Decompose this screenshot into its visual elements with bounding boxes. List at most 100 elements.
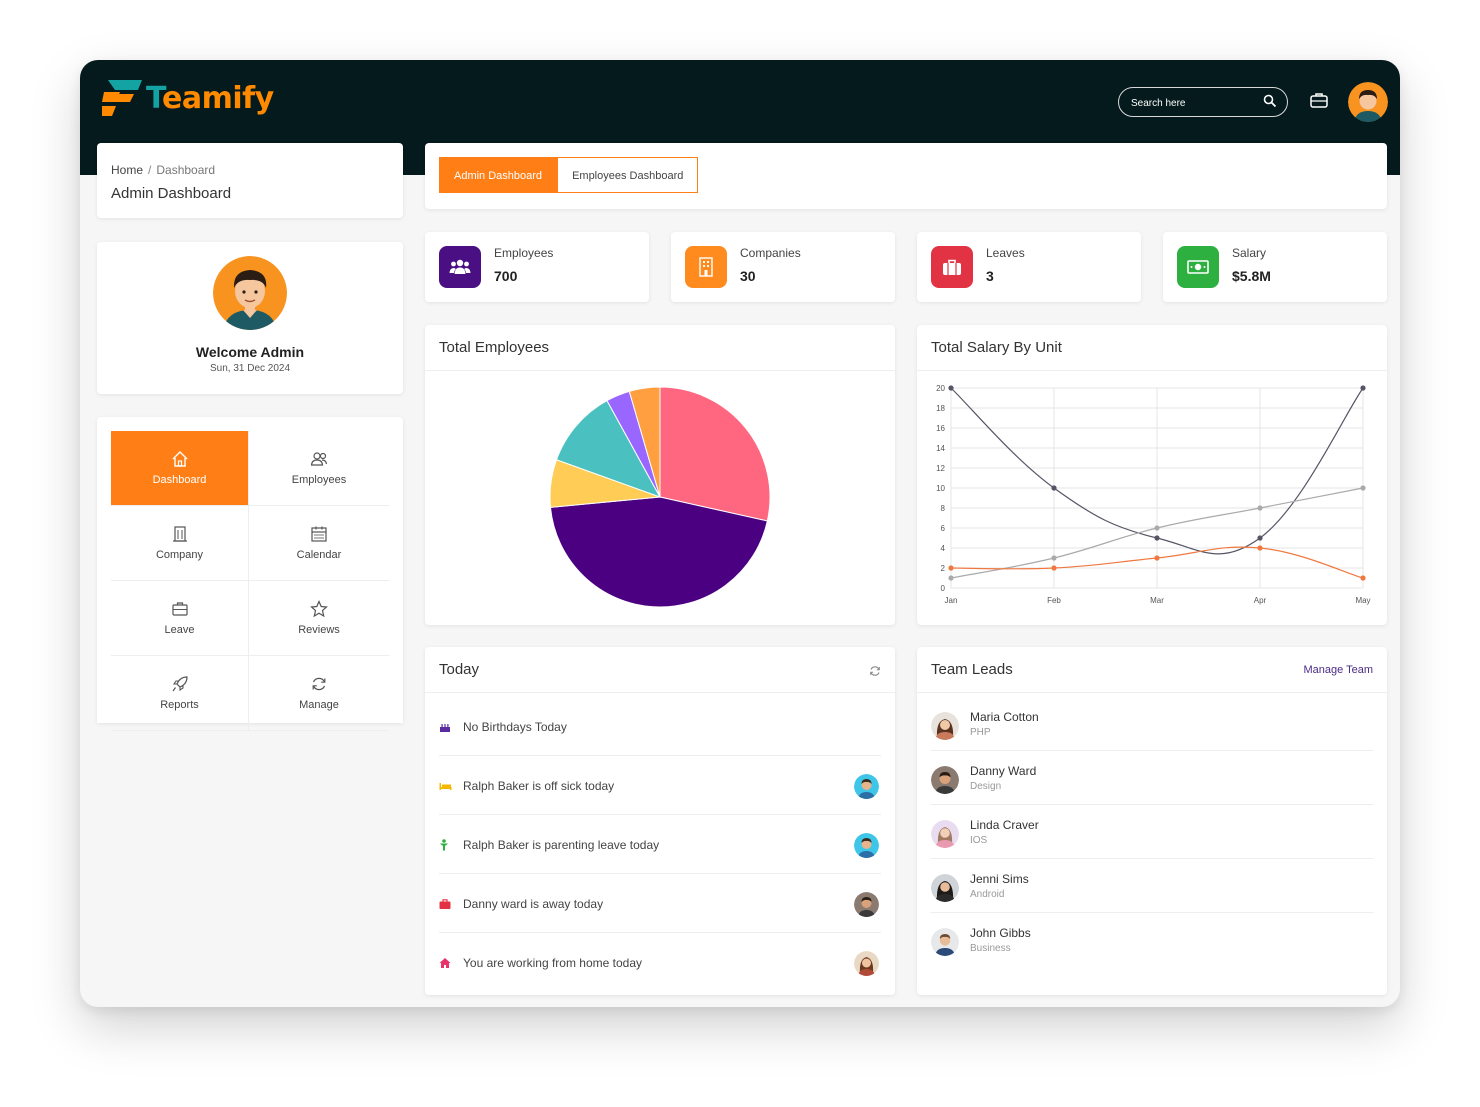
x-tick-label: Apr — [1254, 596, 1267, 605]
search-icon[interactable] — [1263, 94, 1277, 113]
profile-card: Welcome Admin Sun, 31 Dec 2024 — [97, 242, 403, 394]
data-point[interactable] — [1257, 505, 1263, 511]
today-item: You are working from home today — [439, 934, 881, 992]
nav-label: Company — [155, 549, 204, 561]
user-avatar[interactable] — [1348, 82, 1388, 122]
nav-company[interactable]: Company — [111, 506, 249, 581]
avatar — [931, 712, 959, 740]
data-point[interactable] — [1154, 555, 1160, 561]
team-lead-row[interactable]: Danny Ward Design — [931, 751, 1373, 805]
data-point[interactable] — [948, 575, 954, 581]
x-tick-label: Feb — [1047, 596, 1061, 605]
pie-slice-1[interactable] — [549, 496, 768, 608]
y-tick-label: 10 — [936, 484, 945, 493]
total-employees-card: Total Employees — [425, 325, 895, 625]
manage-team-link[interactable]: Manage Team — [1303, 664, 1373, 676]
breadcrumb-card: Home / Dashboard Admin Dashboard — [97, 143, 403, 218]
panel-title: Today — [439, 661, 480, 678]
y-tick-label: 16 — [936, 424, 945, 433]
pie-slice-5[interactable] — [628, 386, 661, 498]
nav-employees[interactable]: Employees — [249, 431, 389, 506]
nav-leave[interactable]: Leave — [111, 581, 249, 656]
nav-grid: Dashboard Employees Company Calendar Lea… — [111, 431, 389, 731]
data-point[interactable] — [1051, 555, 1057, 561]
search-box — [1118, 87, 1288, 117]
today-text: You are working from home today — [463, 956, 642, 970]
stat-card-companies[interactable]: Companies 30 — [671, 232, 895, 302]
refresh-icon[interactable] — [869, 664, 881, 682]
nav-label: Leave — [164, 624, 195, 636]
data-point[interactable] — [1051, 565, 1057, 571]
dashboard-tabs: Admin Dashboard Employees Dashboard — [439, 157, 699, 193]
y-tick-label: 2 — [941, 564, 946, 573]
nav-label: Dashboard — [152, 474, 207, 486]
data-point[interactable] — [948, 385, 954, 391]
team-lead-row[interactable]: Linda Craver IOS — [931, 805, 1373, 859]
data-point[interactable] — [1051, 485, 1057, 491]
x-tick-label: May — [1355, 596, 1370, 605]
avatar[interactable] — [854, 892, 879, 917]
data-point[interactable] — [1360, 385, 1366, 391]
breadcrumb: Home / Dashboard — [111, 163, 215, 177]
refresh-icon — [310, 675, 328, 693]
y-tick-label: 8 — [941, 504, 946, 513]
nav-dashboard[interactable]: Dashboard — [111, 431, 249, 506]
y-tick-label: 18 — [936, 404, 945, 413]
briefcase-icon — [931, 246, 973, 288]
rocket-icon — [171, 675, 189, 693]
lead-role: Business — [970, 943, 1011, 954]
stat-value: 700 — [494, 268, 518, 284]
team-lead-row[interactable]: John Gibbs Business — [931, 913, 1373, 967]
tab-employees-dashboard[interactable]: Employees Dashboard — [557, 157, 699, 193]
avatar — [931, 874, 959, 902]
stat-card-leaves[interactable]: Leaves 3 — [917, 232, 1141, 302]
data-point[interactable] — [1257, 545, 1263, 551]
logo-mark-icon — [102, 80, 142, 116]
today-item: No Birthdays Today — [439, 698, 881, 756]
briefcase-icon[interactable] — [1309, 91, 1329, 114]
lead-role: Design — [970, 781, 1002, 792]
today-item: Danny ward is away today — [439, 875, 881, 933]
x-tick-label: Jan — [945, 596, 958, 605]
data-point[interactable] — [948, 565, 954, 571]
data-point[interactable] — [1257, 535, 1263, 541]
data-point[interactable] — [1154, 535, 1160, 541]
logo[interactable]: Teamify — [102, 78, 274, 118]
stat-card-employees[interactable]: Employees 700 — [425, 232, 649, 302]
lead-role: PHP — [970, 727, 991, 738]
divider — [425, 692, 895, 693]
team-lead-row[interactable]: Maria Cotton PHP — [931, 697, 1373, 751]
nav-manage[interactable]: Manage — [249, 656, 389, 731]
data-point[interactable] — [1360, 485, 1366, 491]
lead-name: Linda Craver — [970, 818, 1039, 832]
today-text: Ralph Baker is off sick today — [463, 779, 615, 793]
stat-card-salary[interactable]: Salary $5.8M — [1163, 232, 1387, 302]
pie-slice-0[interactable] — [659, 386, 771, 522]
calendar-icon — [310, 525, 328, 543]
building-icon — [171, 525, 189, 543]
avatar[interactable] — [854, 833, 879, 858]
lead-role: Android — [970, 889, 1005, 900]
data-point[interactable] — [1360, 575, 1366, 581]
search-input[interactable] — [1129, 93, 1261, 113]
tab-admin-dashboard[interactable]: Admin Dashboard — [439, 157, 558, 193]
home-icon — [171, 450, 189, 468]
nav-label: Reports — [160, 699, 199, 711]
y-tick-label: 12 — [936, 464, 945, 473]
pie-slice-3[interactable] — [555, 399, 662, 498]
team-leads-card: Team Leads Manage Team Maria Cotton PHP … — [917, 647, 1387, 995]
house-icon — [439, 956, 451, 974]
users-icon — [310, 450, 328, 468]
welcome-date: Sun, 31 Dec 2024 — [209, 363, 291, 374]
avatar[interactable] — [854, 951, 879, 976]
breadcrumb-home[interactable]: Home — [111, 163, 144, 177]
panel-title: Total Salary By Unit — [931, 339, 1062, 356]
team-lead-row[interactable]: Jenni Sims Android — [931, 859, 1373, 913]
data-point[interactable] — [1154, 525, 1160, 531]
logo-text: Teamify — [146, 80, 274, 116]
nav-calendar[interactable]: Calendar — [249, 506, 389, 581]
nav-reviews[interactable]: Reviews — [249, 581, 389, 656]
avatar[interactable] — [854, 774, 879, 799]
lead-role: IOS — [970, 835, 988, 846]
nav-reports[interactable]: Reports — [111, 656, 249, 731]
